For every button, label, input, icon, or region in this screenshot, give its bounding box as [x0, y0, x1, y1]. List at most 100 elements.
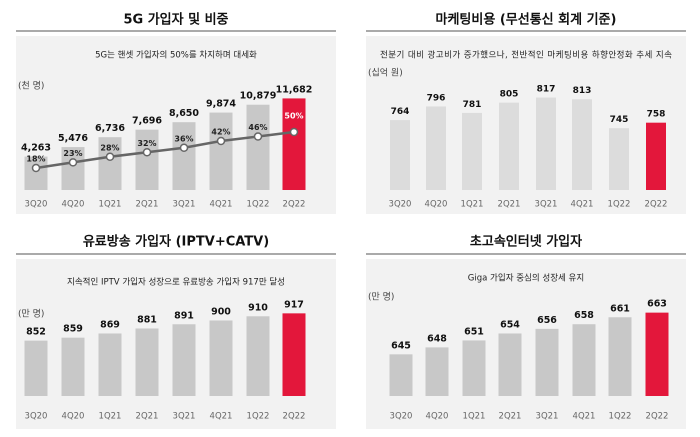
x-tick-label: 4Q21 — [210, 200, 233, 210]
share-point — [31, 163, 41, 173]
value-label: 859 — [63, 324, 83, 335]
bar — [172, 324, 196, 396]
bar — [98, 333, 122, 396]
value-label: 745 — [610, 115, 629, 125]
chart-title: 5G 가입자 및 비중 — [123, 13, 228, 28]
bar — [209, 112, 233, 190]
x-tick-label: 4Q21 — [571, 200, 594, 210]
x-tick-label: 1Q22 — [247, 200, 270, 210]
share-line — [35, 130, 295, 170]
value-label: 796 — [427, 93, 446, 103]
bar — [172, 122, 196, 190]
value-label: 764 — [391, 107, 410, 117]
bar — [135, 129, 159, 190]
bar — [426, 106, 446, 190]
value-label: 900 — [211, 306, 231, 317]
bar — [135, 328, 159, 396]
unit-label: (만 명) — [368, 292, 394, 303]
value-label: 917 — [284, 299, 304, 310]
x-tick-label: 3Q20 — [25, 412, 48, 422]
value-label: 869 — [100, 319, 120, 330]
value-label: 881 — [137, 314, 157, 325]
panel-background — [366, 259, 686, 429]
unit-label: (천 명) — [18, 81, 44, 92]
value-label: 645 — [391, 340, 411, 351]
bar — [246, 316, 270, 396]
x-tick-label: 4Q20 — [62, 200, 85, 210]
bar — [425, 347, 449, 396]
share-point — [216, 136, 226, 146]
bar — [282, 98, 306, 190]
value-label: 656 — [537, 315, 557, 326]
chart-subtitle: 전분기 대비 광고비가 증가했으나, 전반적인 마케팅비용 하향안정화 추세 지… — [380, 50, 672, 61]
x-tick-label: 2Q22 — [283, 412, 306, 422]
x-tick-label: 2Q22 — [283, 200, 306, 210]
x-tick-label: 3Q21 — [173, 412, 196, 422]
chart-title: 유료방송 가입자 (IPTV+CATV) — [83, 234, 269, 250]
x-tick-label: 4Q21 — [573, 412, 596, 422]
value-label: 4,263 — [21, 143, 51, 154]
share-label: 36% — [174, 134, 193, 143]
x-tick-label: 4Q20 — [425, 200, 448, 210]
bar — [499, 102, 519, 190]
x-tick-label: 2Q21 — [499, 412, 522, 422]
share-label: 46% — [248, 123, 267, 132]
x-tick-label: 1Q21 — [99, 412, 122, 422]
share-point — [68, 158, 78, 167]
bar — [24, 156, 48, 190]
bar — [498, 333, 522, 396]
bar — [645, 312, 669, 396]
bar — [572, 99, 592, 190]
x-tick-label: 4Q21 — [210, 412, 233, 422]
unit-label: (만 명) — [18, 309, 44, 320]
bar — [282, 313, 306, 396]
x-tick-label: 4Q20 — [426, 412, 449, 422]
share-label: 28% — [100, 143, 119, 152]
chart-panel-2: 마케팅비용 (무선통신 회계 기준) 전분기 대비 광고비가 증가했으나, 전반적… — [366, 12, 686, 214]
x-tick-label: 3Q20 — [389, 200, 412, 210]
unit-label: (십억 원) — [368, 67, 403, 79]
chart-subtitle: 지속적인 IPTV 가입자 성장으로 유료방송 가입자 917만 달성 — [67, 277, 285, 288]
bar — [609, 128, 629, 190]
x-tick-label: 3Q20 — [390, 412, 413, 422]
value-label: 10,879 — [240, 91, 277, 102]
value-label: 758 — [647, 110, 666, 120]
x-tick-label: 1Q21 — [461, 200, 484, 210]
x-tick-label: 2Q21 — [136, 200, 159, 210]
x-tick-label: 1Q22 — [608, 200, 631, 210]
share-point — [105, 152, 115, 161]
chart-panel-1: 5G 가입자 및 비중 5G는 핸셋 가입자의 50%를 차지하며 대세화 (천 명… — [16, 13, 336, 214]
bar — [24, 340, 48, 396]
share-point — [179, 143, 189, 152]
value-label: 658 — [574, 310, 594, 321]
value-label: 663 — [647, 299, 667, 310]
value-label: 654 — [500, 319, 520, 330]
value-label: 781 — [463, 100, 482, 110]
bar — [209, 320, 233, 396]
value-label: 817 — [537, 85, 556, 95]
value-label: 813 — [573, 86, 592, 96]
value-label: 8,650 — [169, 108, 199, 119]
x-tick-label: 2Q21 — [498, 200, 521, 210]
share-point — [253, 132, 263, 141]
bar — [536, 97, 556, 190]
value-label: 852 — [26, 327, 46, 338]
share-label: 42% — [211, 128, 230, 137]
bar — [462, 112, 482, 190]
x-tick-label: 3Q21 — [173, 200, 196, 210]
x-tick-label: 2Q21 — [136, 412, 159, 422]
x-tick-label: 1Q22 — [609, 412, 632, 422]
chart-subtitle: Giga 가입자 중심의 성장세 유지 — [468, 273, 584, 284]
value-label: 7,696 — [132, 116, 162, 127]
value-label: 805 — [500, 90, 519, 100]
x-tick-label: 2Q22 — [645, 200, 668, 210]
bar — [246, 104, 270, 190]
bar — [646, 122, 666, 190]
value-label: 661 — [610, 303, 630, 314]
value-label: 651 — [464, 326, 484, 337]
bar — [61, 147, 85, 190]
x-tick-label: 1Q21 — [463, 412, 486, 422]
value-label: 5,476 — [58, 133, 88, 144]
bar — [462, 340, 486, 396]
